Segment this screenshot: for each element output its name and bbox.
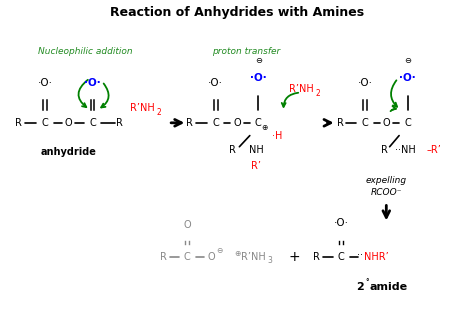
Text: C: C — [184, 252, 191, 262]
Text: ·O·: ·O· — [334, 218, 349, 228]
Text: ⊖: ⊖ — [216, 246, 223, 255]
Text: 2: 2 — [156, 108, 161, 117]
Text: R: R — [381, 145, 387, 155]
Text: ·O·: ·O· — [37, 78, 53, 88]
FancyArrowPatch shape — [391, 106, 396, 111]
Text: ·O·: ·O· — [84, 78, 101, 88]
Text: C: C — [404, 118, 411, 128]
Text: C: C — [42, 118, 48, 128]
Text: ·O·: ·O· — [208, 78, 223, 88]
Text: ··NH: ··NH — [395, 145, 416, 155]
Text: ⊕: ⊕ — [234, 249, 240, 258]
Text: °: ° — [365, 279, 369, 285]
Text: O: O — [233, 118, 241, 128]
Text: +: + — [288, 250, 300, 264]
Text: Nucleophilic addition: Nucleophilic addition — [38, 47, 133, 56]
Text: R: R — [160, 252, 167, 262]
Text: ⊕: ⊕ — [261, 123, 267, 132]
Text: C: C — [362, 118, 368, 128]
Text: proton transfer: proton transfer — [212, 47, 281, 56]
Text: R’NH: R’NH — [289, 84, 313, 94]
Text: expelling: expelling — [366, 176, 407, 185]
Text: 3: 3 — [268, 256, 273, 265]
Text: 2: 2 — [356, 282, 364, 292]
Text: O: O — [65, 118, 73, 128]
FancyArrowPatch shape — [101, 84, 109, 108]
Text: –R’: –R’ — [426, 145, 441, 155]
Text: RCOO⁻: RCOO⁻ — [371, 189, 402, 197]
Text: R: R — [337, 118, 344, 128]
Text: 2: 2 — [315, 89, 320, 98]
FancyArrowPatch shape — [282, 93, 298, 107]
Text: R: R — [15, 118, 21, 128]
Text: ·O·: ·O· — [357, 78, 373, 88]
Text: NHR’: NHR’ — [365, 252, 389, 262]
FancyArrowPatch shape — [79, 80, 88, 107]
Text: O: O — [207, 252, 215, 262]
Text: ·O·: ·O· — [399, 73, 416, 83]
Text: ·H: ·H — [272, 130, 283, 141]
FancyArrowPatch shape — [391, 80, 397, 107]
Text: NH: NH — [248, 145, 264, 155]
Text: O: O — [383, 118, 390, 128]
Text: R: R — [229, 145, 236, 155]
Text: amide: amide — [370, 282, 408, 292]
Text: C: C — [89, 118, 96, 128]
Text: R’: R’ — [251, 161, 261, 171]
Text: ·O·: ·O· — [250, 73, 267, 83]
Text: anhydride: anhydride — [41, 146, 97, 157]
Text: R’NH: R’NH — [130, 103, 155, 114]
Text: O: O — [183, 220, 191, 230]
Text: R’NH: R’NH — [241, 252, 266, 262]
Text: ··: ·· — [357, 250, 363, 260]
Text: R: R — [116, 118, 123, 128]
Text: Reaction of Anhydrides with Amines: Reaction of Anhydrides with Amines — [110, 6, 364, 19]
Text: ⊖: ⊖ — [255, 56, 262, 65]
Text: R: R — [186, 118, 193, 128]
Text: ⊖: ⊖ — [404, 56, 411, 65]
Text: C: C — [212, 118, 219, 128]
Text: C: C — [338, 252, 345, 262]
Text: R: R — [313, 252, 320, 262]
Text: C: C — [255, 118, 262, 128]
